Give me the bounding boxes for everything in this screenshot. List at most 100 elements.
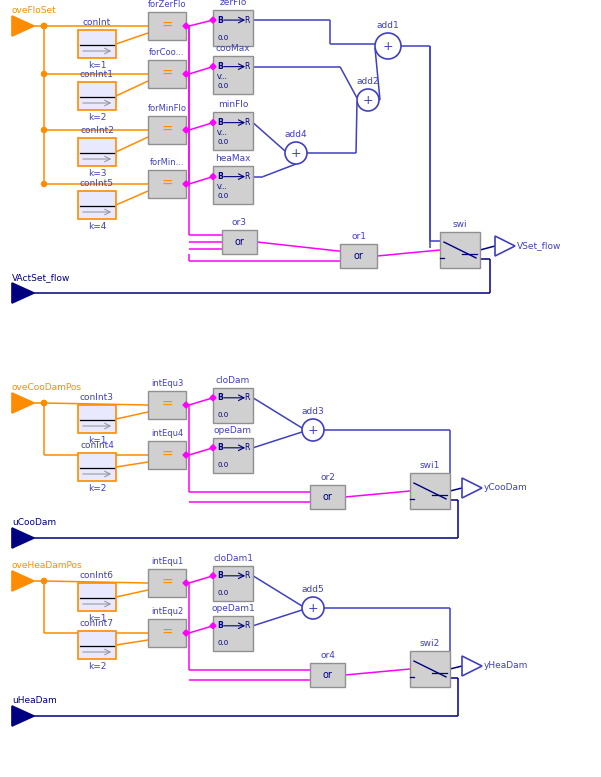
Text: V...: V... bbox=[217, 130, 228, 136]
FancyBboxPatch shape bbox=[222, 230, 257, 254]
Text: or4: or4 bbox=[320, 651, 335, 660]
FancyBboxPatch shape bbox=[410, 651, 450, 687]
Text: 0.0: 0.0 bbox=[217, 591, 228, 596]
Text: intEqu2: intEqu2 bbox=[151, 607, 183, 616]
Text: yCooDam: yCooDam bbox=[484, 483, 528, 493]
Text: k=1: k=1 bbox=[88, 61, 106, 70]
Text: R: R bbox=[245, 444, 250, 452]
Text: B: B bbox=[217, 62, 223, 71]
Text: VSet_flow: VSet_flow bbox=[517, 242, 561, 250]
Text: 0.0: 0.0 bbox=[217, 82, 228, 89]
Circle shape bbox=[41, 23, 46, 29]
Circle shape bbox=[285, 142, 307, 164]
Polygon shape bbox=[183, 71, 189, 77]
Circle shape bbox=[302, 597, 324, 619]
FancyBboxPatch shape bbox=[148, 116, 186, 144]
Text: swi1: swi1 bbox=[420, 461, 440, 470]
Text: cloDam: cloDam bbox=[216, 376, 250, 385]
Polygon shape bbox=[210, 623, 216, 629]
Text: or: or bbox=[323, 492, 332, 502]
FancyBboxPatch shape bbox=[148, 60, 186, 88]
Text: 0.0: 0.0 bbox=[217, 35, 228, 41]
Polygon shape bbox=[462, 656, 482, 676]
Text: swi2: swi2 bbox=[420, 639, 440, 648]
Text: or: or bbox=[234, 237, 245, 247]
FancyBboxPatch shape bbox=[213, 10, 253, 46]
Polygon shape bbox=[183, 23, 189, 29]
Polygon shape bbox=[210, 395, 216, 401]
FancyBboxPatch shape bbox=[213, 566, 253, 601]
Text: B: B bbox=[217, 172, 223, 181]
Circle shape bbox=[41, 71, 46, 76]
Text: or1: or1 bbox=[351, 232, 366, 241]
Text: cooMax: cooMax bbox=[216, 44, 250, 53]
FancyBboxPatch shape bbox=[148, 619, 186, 647]
Text: B: B bbox=[217, 16, 223, 25]
Polygon shape bbox=[210, 573, 216, 579]
Text: 0.0: 0.0 bbox=[217, 462, 228, 469]
Polygon shape bbox=[12, 393, 34, 413]
FancyBboxPatch shape bbox=[148, 391, 186, 419]
Polygon shape bbox=[183, 402, 189, 408]
FancyBboxPatch shape bbox=[213, 616, 253, 651]
Text: swi: swi bbox=[453, 220, 468, 229]
Circle shape bbox=[41, 23, 46, 29]
Text: =: = bbox=[161, 19, 173, 33]
Text: B: B bbox=[217, 571, 223, 580]
Polygon shape bbox=[210, 173, 216, 179]
FancyBboxPatch shape bbox=[410, 473, 450, 509]
Text: heaMax: heaMax bbox=[215, 154, 251, 163]
Text: B: B bbox=[217, 444, 223, 452]
Polygon shape bbox=[12, 706, 34, 726]
Text: intEqu1: intEqu1 bbox=[151, 557, 183, 566]
Text: R: R bbox=[245, 62, 250, 71]
Text: B: B bbox=[217, 622, 223, 630]
Text: or3: or3 bbox=[232, 218, 247, 227]
Circle shape bbox=[41, 127, 46, 133]
Text: add1: add1 bbox=[377, 21, 400, 30]
Text: or2: or2 bbox=[320, 473, 335, 482]
FancyBboxPatch shape bbox=[78, 453, 116, 481]
Polygon shape bbox=[183, 630, 189, 636]
Text: forCoo...: forCoo... bbox=[149, 48, 185, 57]
Text: 0.0: 0.0 bbox=[217, 138, 228, 145]
Text: add2: add2 bbox=[356, 77, 379, 86]
FancyBboxPatch shape bbox=[78, 191, 116, 219]
FancyBboxPatch shape bbox=[78, 138, 116, 166]
Text: forZerFlo: forZerFlo bbox=[148, 0, 186, 9]
Text: forMin...: forMin... bbox=[150, 158, 185, 167]
Circle shape bbox=[41, 400, 46, 406]
FancyBboxPatch shape bbox=[78, 30, 116, 58]
Text: V...: V... bbox=[217, 74, 228, 80]
Text: zerFlo: zerFlo bbox=[219, 0, 246, 7]
Text: k=3: k=3 bbox=[88, 169, 106, 178]
Text: k=2: k=2 bbox=[88, 662, 106, 671]
Text: +: + bbox=[308, 602, 319, 615]
FancyBboxPatch shape bbox=[78, 405, 116, 433]
Text: intEqu4: intEqu4 bbox=[151, 429, 183, 438]
Text: or: or bbox=[323, 670, 332, 680]
Text: +: + bbox=[291, 147, 301, 160]
Text: =: = bbox=[161, 67, 173, 81]
Text: +: + bbox=[383, 40, 393, 53]
Polygon shape bbox=[210, 120, 216, 126]
Text: minFlo: minFlo bbox=[218, 100, 248, 109]
Text: +: + bbox=[308, 424, 319, 437]
FancyBboxPatch shape bbox=[213, 56, 253, 94]
Text: conInt7: conInt7 bbox=[80, 619, 114, 628]
Text: yHeaDam: yHeaDam bbox=[484, 661, 528, 671]
Circle shape bbox=[41, 182, 46, 186]
FancyBboxPatch shape bbox=[310, 485, 345, 509]
Text: conInt4: conInt4 bbox=[80, 441, 114, 450]
Polygon shape bbox=[210, 64, 216, 70]
Text: R: R bbox=[245, 622, 250, 630]
Circle shape bbox=[357, 89, 379, 111]
Polygon shape bbox=[12, 571, 34, 591]
Text: B: B bbox=[217, 393, 223, 402]
FancyBboxPatch shape bbox=[440, 232, 480, 268]
Circle shape bbox=[302, 419, 324, 441]
Text: 0.0: 0.0 bbox=[217, 193, 228, 199]
Text: oveFIoSet: oveFIoSet bbox=[12, 6, 56, 15]
FancyBboxPatch shape bbox=[213, 112, 253, 150]
Text: =: = bbox=[161, 626, 173, 640]
